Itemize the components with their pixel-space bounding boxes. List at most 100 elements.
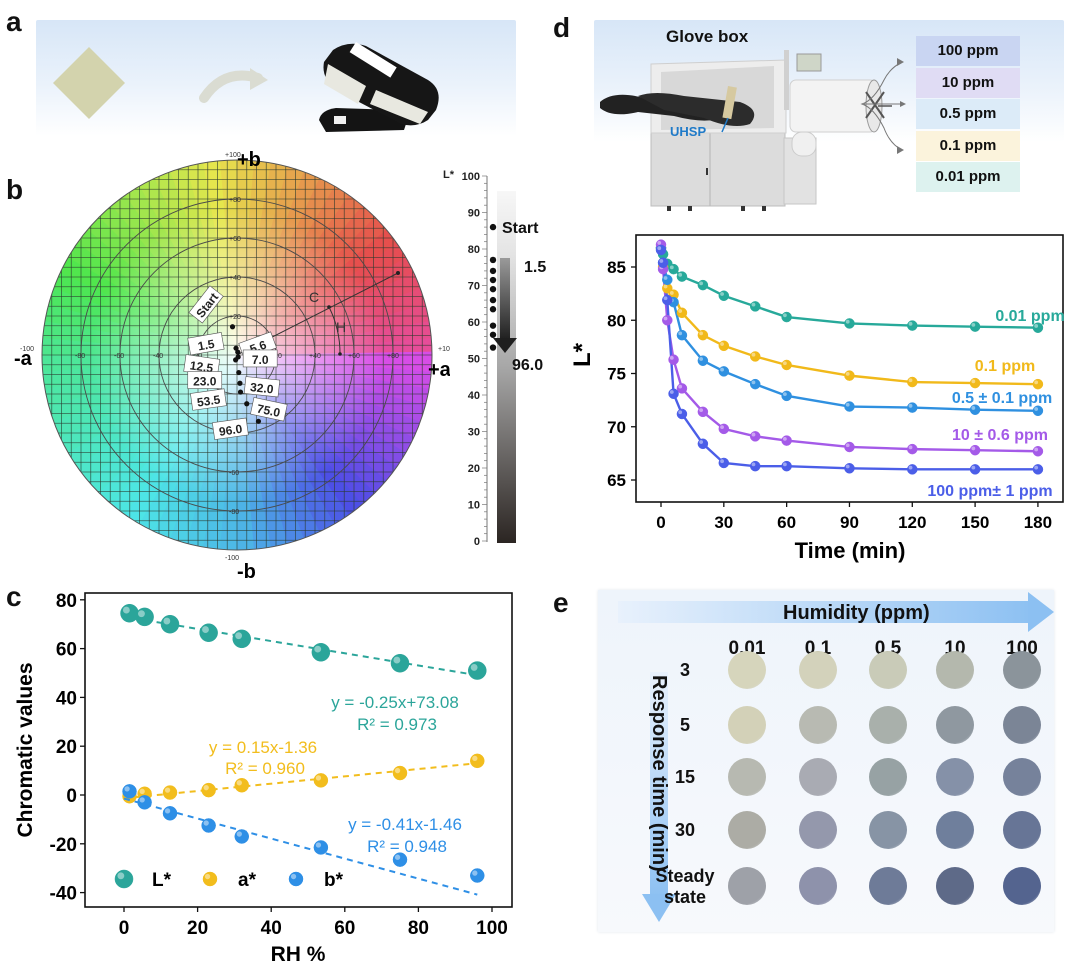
lstar-point <box>489 256 497 264</box>
data-point-body <box>1032 378 1044 390</box>
data-point <box>470 753 485 769</box>
panel-a-label: a <box>6 6 22 37</box>
data-point-body <box>907 402 918 413</box>
data-point-highlight <box>663 316 668 321</box>
y-tick-label: 85 <box>607 258 626 277</box>
panel-e-label: e <box>553 587 569 618</box>
humidity-level-box: 0.5 ppm <box>916 99 1020 129</box>
response-time-row-header: 15 <box>674 767 696 787</box>
sample-tag-box <box>187 332 225 356</box>
data-point <box>907 464 918 475</box>
data-point <box>390 653 410 673</box>
lstar-tick-label: 70 <box>468 281 480 293</box>
data-point-highlight <box>699 408 704 412</box>
x-tick-label: 0 <box>119 918 130 939</box>
data-point <box>160 614 180 634</box>
data-point-body <box>697 406 709 418</box>
sample-point <box>237 380 243 386</box>
data-point <box>907 402 918 413</box>
data-point-highlight <box>393 656 401 664</box>
data-point-body <box>781 435 792 446</box>
data-point-highlight <box>139 797 145 803</box>
data-point <box>655 244 667 256</box>
data-point-highlight <box>669 390 674 394</box>
data-point-body <box>844 441 855 453</box>
sample-swatch <box>869 867 907 905</box>
data-point <box>392 852 408 867</box>
chroma-vector-end <box>396 271 400 275</box>
sample-swatch <box>936 867 974 905</box>
series-label: 0.5 ± 0.1 ppm <box>952 390 1052 407</box>
fit-r-squared: R² = 0.973 <box>357 715 437 734</box>
sample-tag-label: 53.5 <box>196 392 221 409</box>
data-point-highlight <box>659 259 664 263</box>
data-point-body <box>162 785 178 800</box>
data-point-highlight <box>720 292 724 296</box>
legend-marker-highlight <box>204 873 211 880</box>
sample-tag-label: 7.0 <box>252 353 269 367</box>
data-point <box>844 370 855 381</box>
y-tick-label: 80 <box>607 311 626 330</box>
data-point-body <box>907 443 918 455</box>
data-point-highlight <box>669 291 674 295</box>
data-point-highlight <box>236 780 242 786</box>
data-point <box>718 340 730 352</box>
plot-frame <box>635 234 1064 503</box>
sample-point <box>237 389 244 395</box>
series-label: 100 ppm± 1 ppm <box>927 483 1052 500</box>
data-point-body <box>969 464 981 475</box>
response-time-row-header: Steady state <box>655 866 715 907</box>
series-label: 0.01 ppm <box>995 308 1064 325</box>
data-point <box>137 795 152 810</box>
b-axis-tick: -80 <box>229 509 239 516</box>
data-point <box>313 773 329 788</box>
lstar-tick-label: 50 <box>468 354 480 366</box>
a-axis-tick: +40 <box>309 353 321 360</box>
data-point-highlight <box>315 842 322 848</box>
sample-tag-label: 23.0 <box>193 375 217 389</box>
data-point <box>718 457 730 469</box>
data-point <box>234 777 250 793</box>
lstar-tick-label: 90 <box>468 208 480 220</box>
data-point <box>662 283 673 294</box>
data-point-body <box>718 340 730 352</box>
humidity-arrow-shaft <box>618 601 1036 623</box>
data-point-body <box>969 444 981 456</box>
data-point-highlight <box>845 402 850 407</box>
data-point-highlight <box>845 319 850 324</box>
sample-swatch <box>728 706 766 744</box>
data-point-body <box>718 457 730 469</box>
data-point-highlight <box>751 432 756 437</box>
sample-tag-box <box>188 285 224 324</box>
fit-r-squared: R² = 0.960 <box>225 759 305 778</box>
data-point-body <box>201 782 216 798</box>
data-point-body <box>392 765 408 781</box>
y-tick-label: 20 <box>56 737 77 758</box>
data-point-highlight <box>908 445 913 450</box>
data-point-highlight <box>720 459 724 464</box>
sample-tag-box <box>243 376 281 398</box>
sample-swatch <box>728 867 766 905</box>
data-point <box>662 294 673 306</box>
sample-tag-box <box>190 388 227 411</box>
data-point-body <box>162 806 178 821</box>
data-point <box>749 460 761 472</box>
sample-point <box>236 369 242 376</box>
data-point-highlight <box>751 302 756 307</box>
data-point <box>697 329 709 341</box>
sample-swatch <box>799 706 837 744</box>
sample-point <box>255 418 262 424</box>
data-point-highlight <box>678 331 683 336</box>
response-arrow-head-icon <box>642 894 676 922</box>
fit-r-squared: R² = 0.948 <box>367 837 447 856</box>
lstar-scale: 0 10 20 30 40 50 60 70 80 90 100 L* Start 1.5 96.0 <box>443 169 546 548</box>
data-point-highlight <box>203 785 209 791</box>
legend-marker-body <box>114 869 134 889</box>
humidity-level-box: 10 ppm <box>916 67 1020 98</box>
colorimeter-device <box>319 42 439 132</box>
legend-marker-highlight <box>117 872 125 880</box>
data-point <box>135 607 154 627</box>
data-point <box>668 388 679 399</box>
a-axis-tick: +100 <box>438 346 450 353</box>
chart-c-chromatic-values: 0 20 40 60 80 100 -40 -20 0 20 40 60 80 RH % Chromatic… <box>14 591 513 966</box>
